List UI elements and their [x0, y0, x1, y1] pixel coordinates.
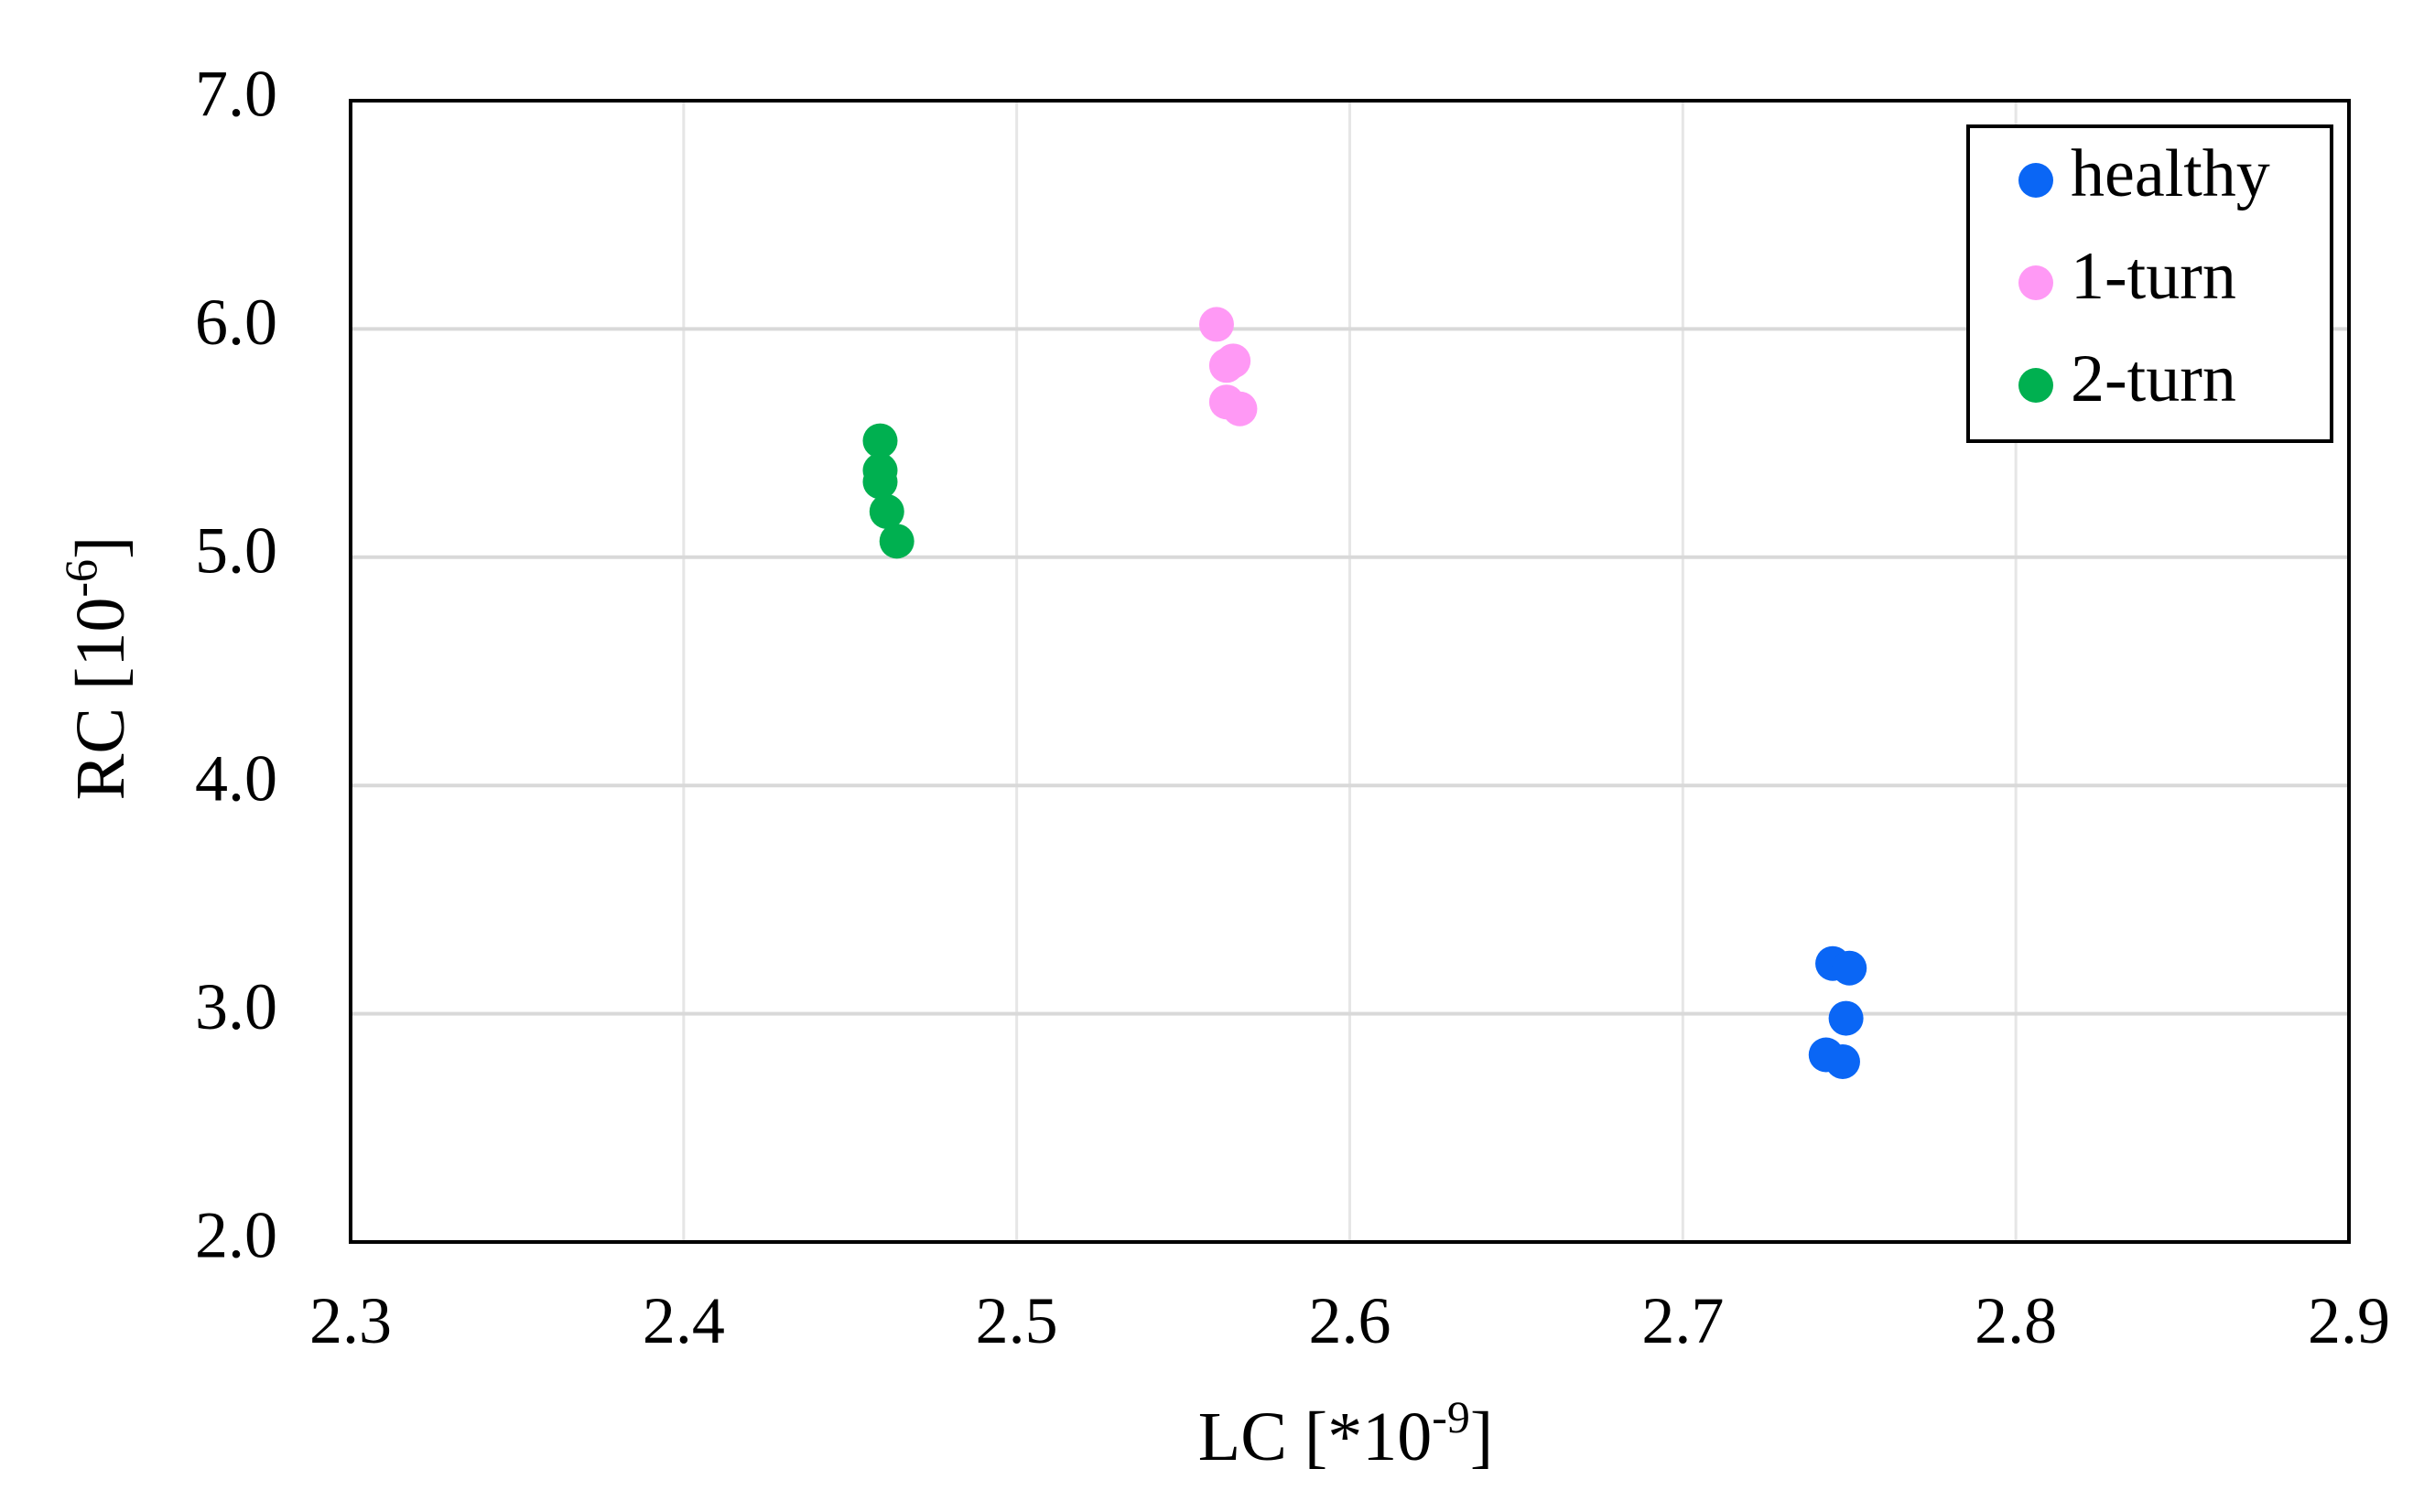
legend-marker-healthy	[2018, 163, 2053, 198]
data-point-2-turn	[862, 423, 898, 459]
data-point-healthy	[1828, 1000, 1864, 1036]
y-axis-ticks: 2.0 3.0 4.0 5.0 6.0 7.0	[195, 58, 277, 1272]
x-axis-title: LC [*10-9]	[1198, 1391, 1493, 1475]
y-tick-label: 4.0	[195, 742, 277, 815]
x-tick-label: 2.6	[1309, 1284, 1391, 1357]
data-point-1-turn	[1198, 307, 1234, 342]
legend-marker-1-turn	[2018, 265, 2053, 300]
x-tick-label: 2.3	[309, 1284, 392, 1357]
x-axis-ticks: 2.3 2.4 2.5 2.6 2.7 2.8 2.9	[309, 1284, 2390, 1357]
data-point-2-turn	[879, 524, 914, 559]
data-point-2-turn	[869, 493, 904, 529]
x-tick-label: 2.4	[643, 1284, 725, 1357]
legend-label-2-turn: 2-turn	[2071, 341, 2236, 416]
x-tick-label: 2.7	[1641, 1284, 1724, 1357]
legend-marker-2-turn	[2018, 368, 2053, 403]
data-point-healthy	[1824, 1043, 1860, 1079]
y-tick-label: 7.0	[195, 58, 277, 131]
data-points	[862, 307, 1867, 1079]
y-tick-label: 6.0	[195, 286, 277, 359]
legend-label-healthy: healthy	[2071, 136, 2270, 211]
y-tick-label: 5.0	[195, 513, 277, 587]
y-axis-title: RC [10-6]	[55, 536, 139, 801]
data-point-1-turn	[1222, 391, 1258, 427]
x-tick-label: 2.9	[2308, 1284, 2390, 1357]
data-point-healthy	[1832, 950, 1867, 986]
data-point-1-turn	[1208, 348, 1244, 383]
x-tick-label: 2.5	[976, 1284, 1058, 1357]
data-point-2-turn	[862, 464, 898, 500]
y-tick-label: 3.0	[195, 970, 277, 1043]
legend: healthy 1-turn 2-turn	[1966, 124, 2333, 443]
legend-label-1-turn: 1-turn	[2071, 239, 2236, 314]
y-tick-label: 2.0	[195, 1199, 277, 1272]
x-tick-label: 2.8	[1975, 1284, 2057, 1357]
plot-area-frame	[349, 99, 2351, 1244]
